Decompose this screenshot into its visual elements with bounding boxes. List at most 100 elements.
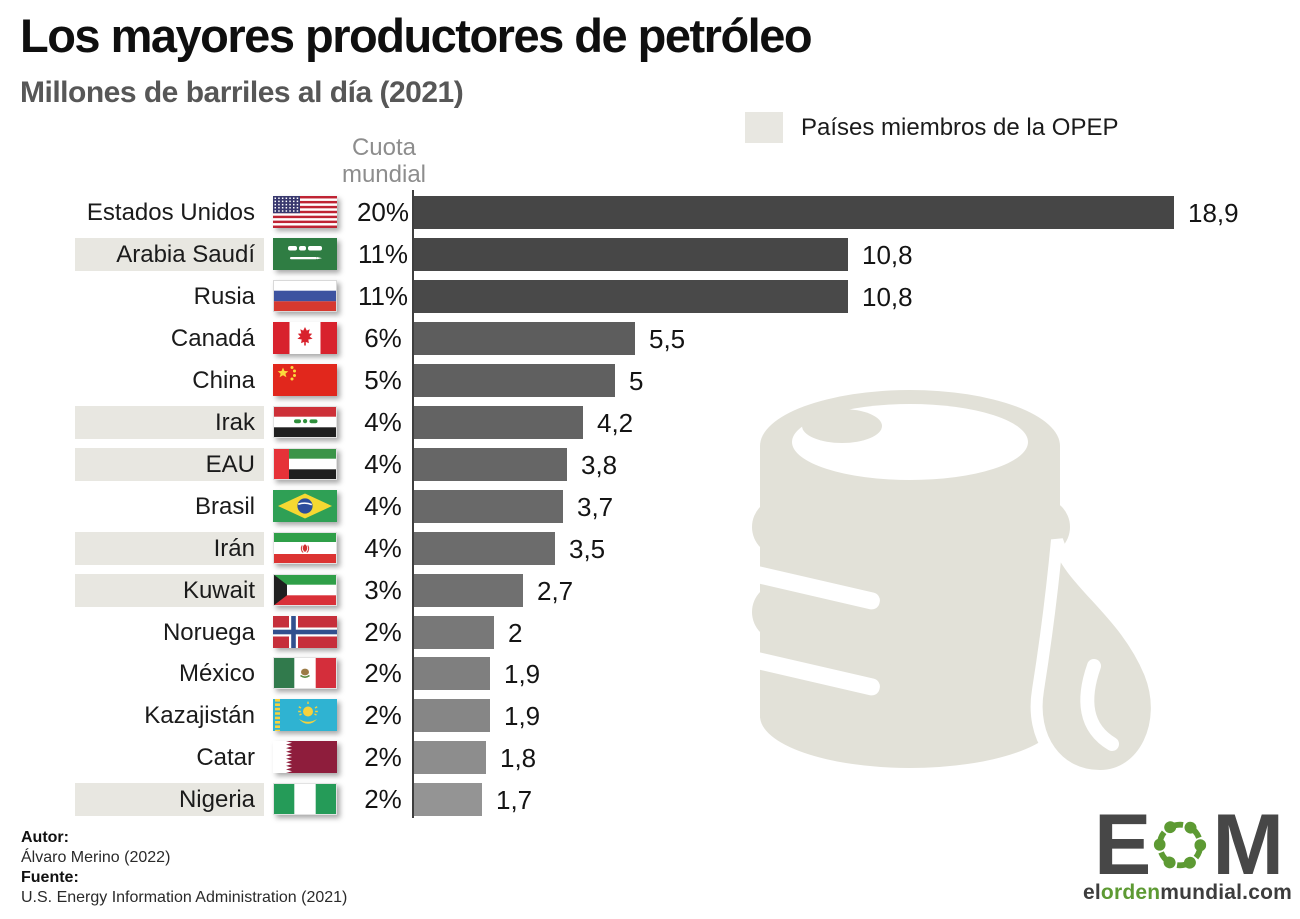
flag-ae-icon [273,447,337,480]
share-label: 4% [364,448,402,479]
country-label: Irak [214,408,255,436]
share-label: 4% [364,532,402,563]
bar-row-11: Noruega 2% 2 [0,615,1300,649]
country-label: Irán [213,534,255,562]
bar [414,405,583,439]
flag-no-icon [273,615,337,648]
share-column-header: Cuota mundial [326,134,442,188]
flag-kw-icon [273,573,337,606]
flag-cn-icon [273,363,337,396]
logo-letter-e: E [1093,797,1151,893]
country-label: México [178,660,255,688]
bar-row-2: Arabia Saudí 11% 10,8 [0,237,1300,271]
bar-row-10: Kuwait 3% 2,7 [0,573,1300,607]
share-label: 6% [364,322,402,353]
value-label: 1,8 [500,743,537,774]
bar-row-5: China 5% 5 [0,363,1300,397]
value-label: 18,9 [1188,198,1239,228]
value-label: 3,8 [581,449,618,480]
country-label: Kuwait [182,576,255,604]
eom-domain-orden: orden [1100,881,1161,904]
bar [414,196,1174,229]
bar-row-7: EAU 4% 3,8 [0,447,1300,481]
bar [414,447,567,481]
share-label: 11% [357,238,409,269]
value-label: 1,9 [504,659,541,690]
bar [414,699,490,733]
value-label: 3,5 [569,533,606,564]
share-column-header-line2: mundial [341,161,427,188]
oil-barrel-watermark-icon [752,390,1163,783]
bar-row-9: Irán 4% 3,5 [0,531,1300,565]
country-label: Nigeria [178,786,255,814]
bar-row-3: Rusia 11% 10,8 [0,279,1300,313]
value-axis-line [412,190,414,818]
bar [414,489,563,523]
country-label: Noruega [162,618,255,646]
share-label: 3% [364,574,402,605]
share-column-header-line1: Cuota [351,134,417,161]
flag-ca-icon [273,321,337,354]
opep-highlight [75,237,264,271]
bar [414,279,848,313]
flag-sa-icon [273,237,337,270]
share-label: 2% [364,658,402,689]
eom-logo: E M elordenmundial.com [1080,797,1295,905]
country-label: Kazajistán [144,702,255,730]
share-label: 2% [364,742,402,773]
author-label: Autor: [21,829,69,846]
country-label: China [192,366,255,394]
value-label: 5 [629,365,644,396]
value-label: 3,7 [577,491,614,522]
opep-highlight [75,783,264,817]
value-label: 10,8 [862,281,913,312]
opep-highlight [75,405,264,439]
eom-domain-rest: mundial.com [1160,881,1292,904]
bar-row-13: Kazajistán 2% 1,9 [0,699,1300,733]
value-label: 2,7 [537,575,574,606]
bar [414,321,635,355]
bar [414,237,848,271]
country-label: Estados Unidos [86,199,255,226]
bar [414,573,523,607]
page-title: Los mayores productores de petróleo [20,9,813,62]
flag-ng-icon [273,783,337,816]
value-label: 1,7 [496,785,533,816]
share-label: 4% [364,490,402,521]
eom-domain-el: el [1083,881,1101,904]
bar-row-12: México 2% 1,9 [0,657,1300,691]
legend-label: Países miembros de la OPEP [801,113,1119,141]
share-label: 2% [364,784,402,815]
opep-highlight [75,531,264,565]
value-label: 4,2 [597,407,634,438]
bar [414,531,555,565]
flag-ir-icon [273,531,337,564]
value-label: 10,8 [862,239,913,270]
value-label: 1,9 [504,701,541,732]
opep-highlight [75,447,264,481]
flag-br-icon [273,489,337,522]
bar [414,783,482,817]
page-subtitle: Millones de barriles al día (2021) [20,76,464,109]
opep-highlight [75,573,264,607]
country-label: Catar [196,744,255,772]
bar [414,741,486,775]
bar-row-4: Canadá 6% 5,5 [0,321,1300,355]
bar [414,615,494,649]
flag-qa-icon [273,741,337,774]
share-label: 20% [356,197,410,227]
share-label: 11% [357,280,409,311]
value-label: 5,5 [649,323,686,354]
flag-kz-icon [273,699,337,732]
share-label: 2% [364,700,402,731]
source-label: Fuente: [21,869,79,886]
flag-mx-icon [273,657,337,690]
share-label: 2% [364,616,402,647]
eom-domain: elordenmundial.com [1080,881,1295,905]
flag-ru-icon [273,279,337,312]
flag-iq-icon [273,405,337,438]
bar-row-14: Catar 2% 1,8 [0,741,1300,775]
bar-row-1: Estados Unidos 20% 18,9 [0,196,1300,229]
